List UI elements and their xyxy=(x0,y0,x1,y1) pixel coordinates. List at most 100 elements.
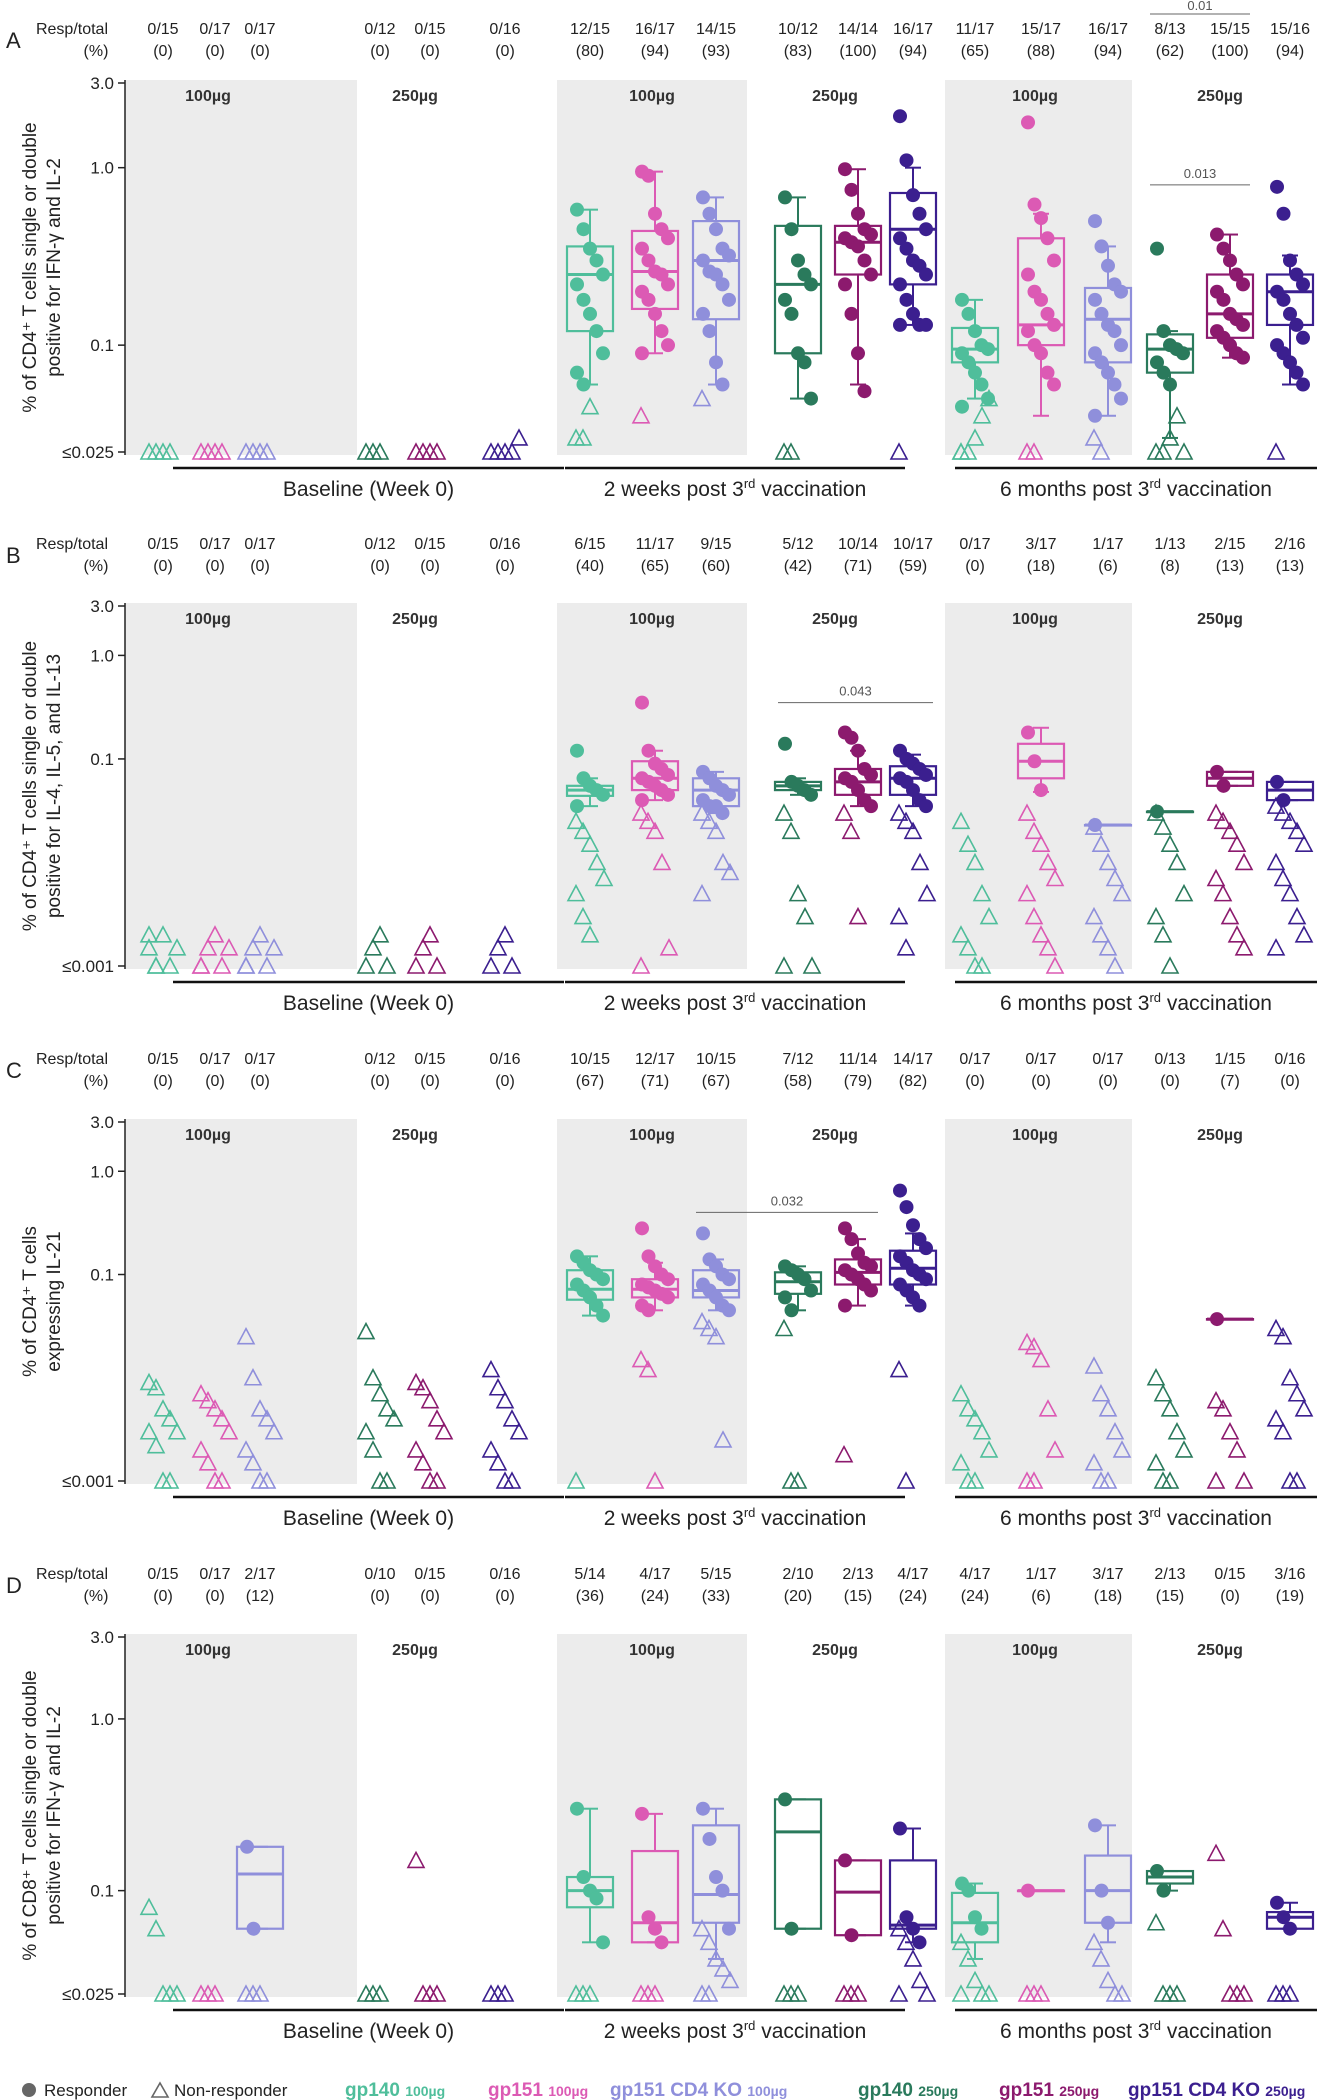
non-responder-point xyxy=(1213,1399,1233,1417)
responder-point xyxy=(654,1935,669,1950)
responder-point xyxy=(654,324,669,339)
responder-point xyxy=(955,399,969,414)
resp-count: 0/15 xyxy=(147,21,178,38)
resp-percent: (0) xyxy=(495,1588,515,1605)
resp-percent: (0) xyxy=(205,1588,225,1605)
group-gp151_250-16 xyxy=(1206,1843,1254,2002)
responder-point xyxy=(864,1283,878,1298)
group-legend: gp140 100µg gp151 100µg gp151 CD4 KO 100µg… xyxy=(345,2080,1305,2100)
timepoint-superscript: rd xyxy=(744,1505,756,1520)
group-gp140_100-12 xyxy=(950,292,1000,460)
group-gp140_250-9 xyxy=(773,190,823,460)
resp-percent: (80) xyxy=(576,43,604,60)
responder-point xyxy=(635,695,649,710)
non-responder-point xyxy=(1146,1913,1166,1931)
non-responder-point xyxy=(1266,938,1286,956)
group-gp151_100-7 xyxy=(630,164,680,424)
resp-count: 0/17 xyxy=(959,1051,990,1068)
non-responder-point xyxy=(198,1453,218,1471)
resp-header-pct: (%) xyxy=(84,558,109,575)
non-responder-point xyxy=(146,1435,166,1454)
responder-point xyxy=(1276,1910,1291,1925)
non-responder-point xyxy=(139,938,159,956)
non-responder-point xyxy=(406,1372,426,1391)
timepoint-text: 6 months post 3 xyxy=(1000,478,1149,501)
non-responder-point xyxy=(1091,925,1111,943)
non-responder-point xyxy=(427,442,447,460)
responder-point xyxy=(583,241,597,256)
y-axis-label-line: positive for IFN-γ and IL-2 xyxy=(44,1706,65,1925)
non-responder-point xyxy=(509,428,529,446)
group-gp140_100-6 xyxy=(565,743,615,943)
non-responder-point xyxy=(264,938,284,956)
resp-count: 0/17 xyxy=(244,21,275,38)
responder-point xyxy=(778,736,792,751)
responder-point xyxy=(715,806,730,821)
p-value-label: 0.013 xyxy=(1184,166,1217,181)
non-responder-point xyxy=(910,852,930,871)
group-gp140_250-3 xyxy=(356,925,397,974)
non-responder-point xyxy=(1031,1349,1051,1368)
resp-percent: (0) xyxy=(420,43,440,60)
responder-point xyxy=(797,355,812,370)
non-responder-point xyxy=(406,1850,426,1869)
responder-point xyxy=(1027,754,1042,769)
resp-percent: (0) xyxy=(370,558,390,575)
group-gp140_100-0 xyxy=(139,925,187,974)
responder-point xyxy=(1283,355,1297,370)
non-responder-point xyxy=(205,1399,225,1417)
resp-percent: (0) xyxy=(495,1073,515,1090)
timepoint-label: 2 weeks post 3rd vaccination xyxy=(604,1505,867,1530)
non-responder-point xyxy=(1273,1326,1293,1345)
timepoint-label: Baseline (Week 0) xyxy=(283,992,454,1015)
non-responder-point xyxy=(1234,1984,1254,2002)
non-responder-point xyxy=(1091,834,1111,853)
responder-point xyxy=(1034,211,1048,226)
dose-label: 250µg xyxy=(812,1642,858,1659)
non-responder-point xyxy=(413,1453,433,1471)
resp-percent: (0) xyxy=(965,558,985,575)
responder-point xyxy=(906,188,920,203)
responder-point xyxy=(778,190,792,205)
non-responder-point xyxy=(212,442,232,460)
responder-point xyxy=(1296,377,1310,392)
resp-percent: (40) xyxy=(576,558,604,575)
non-responder-point xyxy=(958,1399,978,1417)
resp-header-pct: (%) xyxy=(84,43,109,60)
non-responder-point xyxy=(1105,956,1125,974)
responder-point xyxy=(899,1910,914,1925)
resp-count: 0/15 xyxy=(147,536,178,553)
non-responder-point xyxy=(377,1399,397,1417)
y-axis-label-line: % of CD4⁺ T cells single or double xyxy=(20,122,41,412)
non-responder-point xyxy=(1112,1440,1132,1458)
non-responder-point xyxy=(1160,956,1180,974)
responder-point xyxy=(838,162,852,177)
non-responder-point xyxy=(802,956,822,974)
timepoint-label: 6 months post 3rd vaccination xyxy=(1000,476,1272,501)
non-responder-point xyxy=(427,956,447,974)
resp-percent: (0) xyxy=(1160,1073,1180,1090)
y-tick-label: ≤0.001 xyxy=(62,957,114,976)
responder-point xyxy=(1101,258,1115,273)
p-value-label: 0.01 xyxy=(1187,0,1212,13)
resp-count: 0/16 xyxy=(489,1566,520,1583)
dose-label: 250µg xyxy=(812,611,858,628)
responder-point xyxy=(1283,253,1297,268)
resp-percent: (0) xyxy=(965,1073,985,1090)
non-responder-point xyxy=(979,906,999,925)
resp-percent: (0) xyxy=(495,43,515,60)
responder-point xyxy=(1027,197,1042,212)
resp-count: 10/17 xyxy=(893,536,933,553)
non-responder-point xyxy=(965,1471,985,1489)
group-gp151ko_250-17 xyxy=(1265,179,1315,460)
responder-point xyxy=(1296,277,1310,292)
non-responder-point xyxy=(413,1378,433,1396)
group-gp151ko_100-2 xyxy=(236,442,277,460)
responder-point xyxy=(1088,292,1102,307)
group-gp151_100-1 xyxy=(191,1984,225,2002)
resp-count: 3/16 xyxy=(1274,1566,1305,1583)
y-axis-label-line: positive for IFN-γ and IL-2 xyxy=(44,158,65,377)
non-responder-point xyxy=(1091,442,1111,460)
non-responder-point xyxy=(1084,817,1104,835)
non-responder-point xyxy=(1280,811,1300,830)
